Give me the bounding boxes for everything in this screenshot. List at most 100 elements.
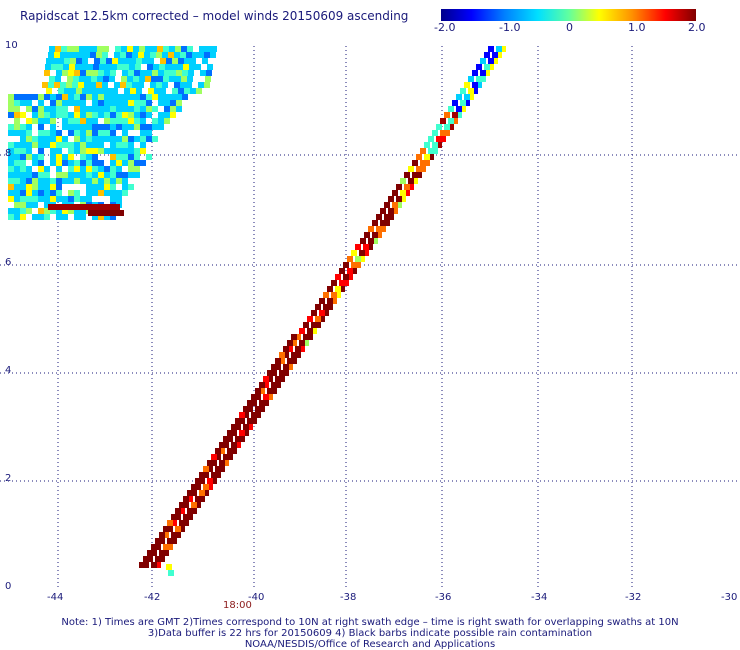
wind-cell [20,142,26,148]
wind-cell [267,388,273,394]
wind-cell [110,100,116,106]
wind-cell [146,154,152,160]
wind-cell [122,160,128,166]
wind-cell [20,94,26,100]
wind-cell [223,436,229,442]
wind-cell [134,172,140,178]
wind-cell [140,118,146,124]
wind-cell [14,214,20,220]
wind-cell [116,118,122,124]
wind-cell [174,82,180,88]
wind-cell [128,148,134,154]
wind-cell [456,106,462,112]
wind-cell [299,340,305,346]
wind-cell [231,442,237,448]
wind-cell [134,94,140,100]
colorbar-label-pos1: 1.0 [628,21,646,34]
wind-cell [500,46,506,52]
wind-cell [72,82,78,88]
wind-cell [32,190,38,196]
wind-cell [204,82,210,88]
wind-cell [114,82,120,88]
wind-cell [172,88,178,94]
wind-cell [55,46,61,52]
wind-cell [100,58,106,64]
wind-cell [134,166,140,172]
wind-cell [291,340,297,346]
wind-cell [80,130,86,136]
wind-cell [68,142,74,148]
wind-cell [104,124,110,130]
wind-cell [388,208,394,214]
wind-cell [215,454,221,460]
wind-cell [85,76,91,82]
wind-cell [251,418,257,424]
wind-cell [140,142,146,148]
wind-cell [80,136,86,142]
wind-cell [187,514,193,520]
wind-cell [110,184,116,190]
wind-cell [80,94,86,100]
wind-cell [432,142,438,148]
wind-cell [92,190,98,196]
x-tick-32: -32 [625,592,642,603]
wind-cell [14,196,20,202]
wind-cell [275,382,281,388]
wind-cell [464,100,470,106]
wind-cell [178,58,184,64]
wind-cell [202,58,208,64]
wind-cell [14,106,20,112]
wind-cell [20,172,26,178]
wind-cell [50,208,56,214]
wind-cell [122,130,128,136]
wind-cell [60,52,66,58]
note-line-2: 3)Data buffer is 22 hrs for 20150609 4) … [147,628,593,639]
wind-cell [80,214,86,220]
wind-cell [117,64,123,70]
wind-cell [104,166,110,172]
wind-cell [207,466,213,472]
wind-cell [307,316,313,322]
wind-cell [440,136,446,142]
wind-cell [74,136,80,142]
wind-cell [452,100,458,106]
wind-cell [147,556,153,562]
wind-cell [456,112,462,118]
note-line-1: Note: 1) Times are GMT 2)Times correspon… [61,617,679,628]
wind-cell [56,70,62,76]
wind-cell [176,70,182,76]
wind-cell [488,46,494,52]
wind-cell [207,64,213,70]
wind-cell [60,82,66,88]
wind-cell [62,112,68,118]
wind-cell [251,394,257,400]
wind-cell [207,478,213,484]
wind-cell [122,94,128,100]
wind-cell [64,88,70,94]
wind-cell [32,94,38,100]
wind-cell [100,210,106,216]
wind-cell [110,196,116,202]
wind-cell [50,154,56,160]
colorbar-label-min: -2.0 [434,21,456,34]
wind-cell [351,268,357,274]
wind-cell [460,88,466,94]
wind-cell [128,94,134,100]
wind-cell [20,160,26,166]
wind-cell [104,172,110,178]
wind-cell [164,70,170,76]
wind-cell [335,274,341,280]
wind-cell [448,118,454,124]
wind-cell [124,88,130,94]
wind-cell [183,64,189,70]
wind-cell [211,460,217,466]
wind-cell [80,106,86,112]
wind-cell [63,64,69,70]
wind-cell [364,232,370,238]
wind-cell [355,256,361,262]
wind-cell [116,178,122,184]
wind-cell [181,46,187,52]
wind-cell [183,520,189,526]
wind-cell [200,70,206,76]
wind-cell [98,106,104,112]
